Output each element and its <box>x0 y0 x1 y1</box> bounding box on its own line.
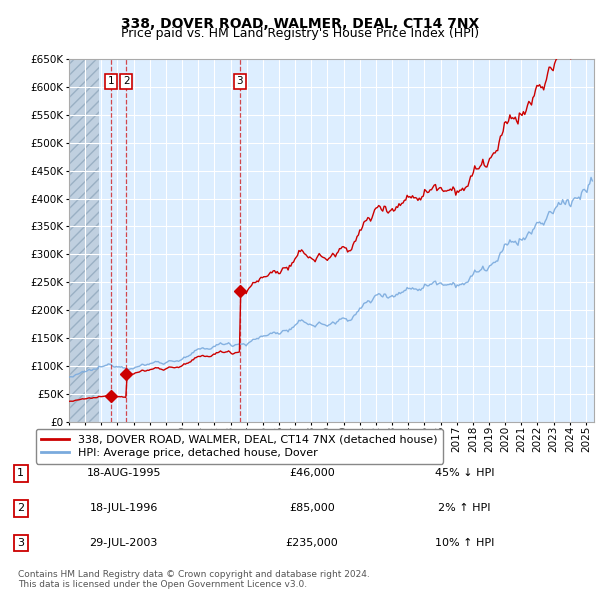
Text: 2: 2 <box>123 76 130 86</box>
Bar <box>69 59 99 422</box>
Text: Contains HM Land Registry data © Crown copyright and database right 2024.
This d: Contains HM Land Registry data © Crown c… <box>18 570 370 589</box>
Text: 18-AUG-1995: 18-AUG-1995 <box>86 468 161 478</box>
Text: 1: 1 <box>17 468 24 478</box>
Text: Price paid vs. HM Land Registry's House Price Index (HPI): Price paid vs. HM Land Registry's House … <box>121 27 479 40</box>
Text: 3: 3 <box>17 538 24 548</box>
Text: £85,000: £85,000 <box>289 503 335 513</box>
Text: 338, DOVER ROAD, WALMER, DEAL, CT14 7NX: 338, DOVER ROAD, WALMER, DEAL, CT14 7NX <box>121 17 479 31</box>
Text: £46,000: £46,000 <box>289 468 335 478</box>
Text: 3: 3 <box>236 76 243 86</box>
Text: 2: 2 <box>17 503 24 513</box>
Text: £235,000: £235,000 <box>286 538 338 548</box>
Legend: 338, DOVER ROAD, WALMER, DEAL, CT14 7NX (detached house), HPI: Average price, de: 338, DOVER ROAD, WALMER, DEAL, CT14 7NX … <box>35 429 443 464</box>
Text: 18-JUL-1996: 18-JUL-1996 <box>89 503 158 513</box>
Text: 10% ↑ HPI: 10% ↑ HPI <box>435 538 494 548</box>
Text: 45% ↓ HPI: 45% ↓ HPI <box>435 468 494 478</box>
Text: 1: 1 <box>108 76 115 86</box>
Text: 2% ↑ HPI: 2% ↑ HPI <box>439 503 491 513</box>
Text: 29-JUL-2003: 29-JUL-2003 <box>89 538 158 548</box>
